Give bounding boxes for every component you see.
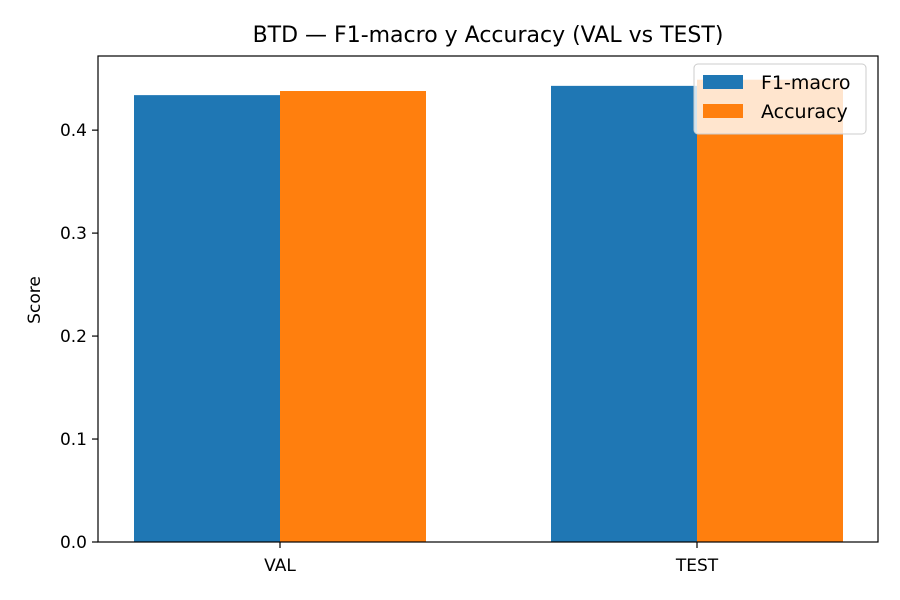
- y-axis: 0.0 0.1 0.2 0.3 0.4: [60, 121, 98, 553]
- y-tick-label: 0.2: [60, 327, 87, 347]
- y-tick-label: 0.1: [60, 430, 87, 450]
- bars-layer: [134, 79, 843, 543]
- y-tick-label: 0.4: [60, 121, 87, 141]
- bar-f1-macro-val: [134, 95, 280, 542]
- legend-swatch-accuracy: [703, 104, 743, 118]
- x-tick-label-val: VAL: [264, 556, 296, 576]
- legend-label-accuracy: Accuracy: [761, 101, 848, 123]
- legend-label-f1-macro: F1-macro: [761, 72, 851, 94]
- y-tick-label: 0.3: [60, 224, 87, 244]
- bar-f1-macro-test: [551, 85, 697, 542]
- legend-swatch-f1-macro: [703, 75, 743, 89]
- plot-frame: [97, 55, 879, 543]
- y-tick-label: 0.0: [60, 533, 87, 553]
- bar-accuracy-test: [697, 79, 843, 543]
- chart-title: BTD — F1-macro y Accuracy (VAL vs TEST): [253, 23, 724, 48]
- x-axis: VAL TEST: [264, 542, 719, 576]
- legend: F1-macro Accuracy: [693, 63, 867, 135]
- x-tick-label-test: TEST: [675, 556, 719, 576]
- y-axis-label: Score: [25, 276, 45, 324]
- bar-accuracy-val: [280, 91, 426, 542]
